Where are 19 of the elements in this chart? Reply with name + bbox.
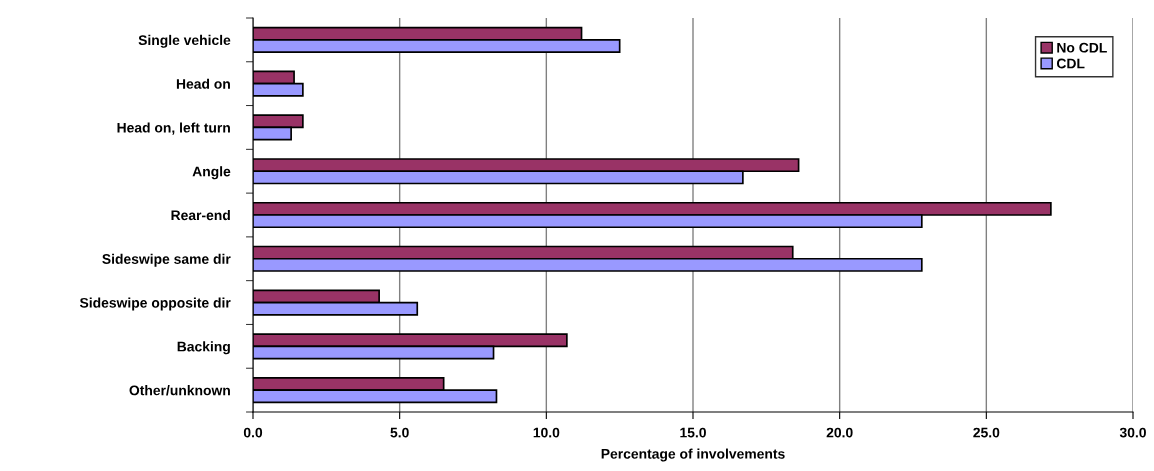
y-tick-label: Sideswipe opposite dir <box>79 297 231 311</box>
x-tick-label: 25.0 <box>973 427 1000 438</box>
x-tick-label: 15.0 <box>680 427 706 438</box>
x-tick-label: 5.0 <box>390 427 409 438</box>
y-tick-label: Single vehicle <box>138 34 231 48</box>
x-axis-title: Percentage of involvements <box>601 448 785 462</box>
x-tick-label: 30.0 <box>1119 427 1146 438</box>
x-tick-label: 10.0 <box>533 427 560 438</box>
y-tick-label: Head on <box>176 78 230 89</box>
x-tick-label: 20.0 <box>826 427 853 438</box>
y-tick-label: Other/unknown <box>129 385 230 396</box>
legend-label: CDL <box>1056 58 1085 69</box>
y-tick-label: Rear-end <box>171 209 230 221</box>
x-tick-label: 0.0 <box>243 427 263 438</box>
legend-label: No CDL <box>1057 42 1107 53</box>
y-tick-label: Sideswipe same dir <box>102 253 231 267</box>
y-tick-label: Head on, left turn <box>117 122 230 135</box>
y-tick-label: Angle <box>192 166 231 180</box>
y-tick-label: Backing <box>177 341 230 355</box>
